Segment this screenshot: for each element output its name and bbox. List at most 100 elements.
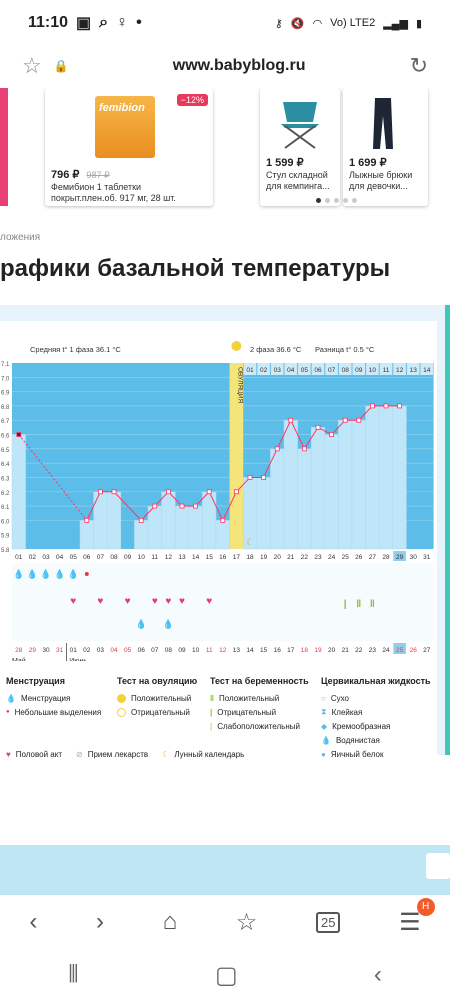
- carousel-dots[interactable]: [316, 198, 357, 203]
- temp-line-segment: [86, 491, 101, 521]
- carousel-dot[interactable]: [343, 198, 348, 203]
- temp-point: [356, 417, 362, 423]
- y-tick-label: 7.1: [1, 362, 10, 368]
- cycle-day-label: 05: [70, 554, 78, 561]
- legend-label: Водянистая: [335, 735, 380, 745]
- y-tick-label: 5.8: [1, 548, 10, 554]
- date-label: 02: [83, 647, 91, 654]
- heart-icon: ♥: [165, 596, 171, 607]
- menu-icon[interactable]: ☰ H: [399, 897, 435, 937]
- month-june: Июнь: [69, 658, 87, 661]
- system-back-icon[interactable]: ‹: [373, 961, 382, 988]
- person-icon: ♀: [116, 14, 129, 31]
- cycle-day-label: 12: [165, 554, 173, 561]
- browser-nav: ‹ › ⌂ ☆ 25 ☰ H: [0, 896, 450, 948]
- legend-label: Сухо: [330, 693, 349, 703]
- cycle-day-label: 26: [355, 554, 363, 561]
- temp-line-segment: [276, 420, 292, 450]
- avg-phase1: Средняя t° 1 фаза 36.1 °C: [30, 345, 121, 354]
- carousel-dot[interactable]: [325, 198, 330, 203]
- legend-extra: ♥ Половой акт ⊘ Прием лекарств ☾ Лунный кал…: [6, 747, 244, 761]
- temp-point: [261, 475, 267, 480]
- pregnancy-test-icon: ‖: [370, 599, 375, 610]
- cycle-day-label: 03: [42, 554, 50, 561]
- negative-circle-icon: [117, 707, 126, 717]
- temp-point: [98, 489, 103, 495]
- clock: 11:10: [28, 14, 69, 31]
- cervical-drop-icon: 💧: [163, 618, 174, 629]
- cycle-day-label: 08: [110, 554, 118, 561]
- y-tick-label: 6.7: [1, 419, 10, 425]
- temp-point: [315, 424, 321, 430]
- product-name: Стул складной для кемпинга...: [266, 170, 330, 191]
- bookmarks-icon[interactable]: ☆: [235, 908, 258, 936]
- forward-icon[interactable]: ›: [95, 908, 104, 935]
- ovulation-band: [229, 363, 244, 549]
- temp-line-segment: [222, 491, 237, 521]
- small-drop-icon: ●: [6, 709, 10, 715]
- legend-label: Отрицательный: [131, 707, 190, 717]
- phase2-day-label: 13: [410, 367, 418, 374]
- temp-bar: [215, 520, 230, 550]
- temp-point: [397, 403, 403, 409]
- product-name: Лыжные брюки для девочки...: [349, 170, 413, 191]
- date-label: 29: [29, 647, 37, 654]
- pants-icon: [373, 98, 393, 149]
- phase2-day-cell: [352, 363, 366, 375]
- legend-label: Положительный: [218, 693, 280, 703]
- chart-header: [12, 337, 433, 363]
- left-accent: [0, 88, 8, 206]
- cycle-day-label: 22: [301, 554, 309, 561]
- home-icon[interactable]: ⌂: [162, 908, 178, 935]
- key-icon: ⚷: [274, 17, 283, 30]
- date-label: 18: [301, 647, 309, 654]
- product-card-femibion[interactable]: femibion −12% 796 ₽ 987 ₽ Фемибион 1 таб…: [45, 88, 213, 206]
- cycle-day-label: 31: [423, 554, 431, 561]
- watery-icon: 💧: [321, 735, 331, 745]
- cycle-day-label: 21: [287, 554, 295, 561]
- temp-point: [274, 446, 280, 452]
- y-tick-label: 6.0: [1, 519, 10, 525]
- product-card-pants[interactable]: 1 699 ₽ Лыжные брюки для девочки...: [343, 88, 428, 206]
- back-icon[interactable]: ‹: [29, 908, 38, 935]
- temp-bar: [297, 448, 312, 550]
- y-tick-label: 6.5: [1, 448, 10, 454]
- recent-apps-icon[interactable]: ⦀: [68, 961, 79, 988]
- bookmark-star-icon[interactable]: ☆: [22, 53, 42, 78]
- mute-icon: 🔇: [290, 17, 305, 30]
- avg-phase2: 2 фаза 36.6 °C: [250, 345, 302, 354]
- heart-icon: ♥: [152, 596, 158, 607]
- carousel-dot[interactable]: [334, 198, 339, 203]
- product-card-chair[interactable]: 1 599 ₽ Стул складной для кемпинга...: [260, 88, 340, 206]
- breadcrumb[interactable]: ложения: [0, 232, 41, 243]
- home-button-icon[interactable]: ▢: [214, 961, 238, 989]
- date-label: 12: [219, 647, 227, 654]
- url-text[interactable]: www.babyblog.ru: [172, 57, 306, 74]
- pregnancy-test-icon: ‖: [356, 599, 361, 610]
- product-carousel[interactable]: femibion −12% 796 ₽ 987 ₽ Фемибион 1 таб…: [0, 88, 450, 216]
- legend-label: Половой акт: [15, 749, 62, 759]
- date-label: 04: [110, 647, 118, 654]
- reload-icon[interactable]: ↻: [409, 53, 428, 78]
- symbols-area: [12, 563, 434, 641]
- product-price: 1 599 ₽: [266, 157, 304, 169]
- y-tick-label: 7.0: [1, 376, 10, 382]
- cycle-day-label: 29: [396, 554, 404, 561]
- menstruation-drop-icon: 💧: [68, 568, 79, 579]
- phase2-day-cell: [406, 363, 420, 375]
- date-label: 15: [260, 647, 268, 654]
- ovulation-sun-icon: [231, 341, 242, 351]
- temp-bar: [283, 419, 298, 550]
- cycle-day-label: 09: [124, 554, 132, 561]
- temp-bar: [93, 491, 108, 550]
- system-nav: ⦀ ▢ ‹: [0, 952, 450, 998]
- temp-bar: [392, 405, 407, 550]
- phase2-day-label: 03: [274, 367, 282, 374]
- phase2-day-cell: [311, 363, 325, 375]
- right-accent: [445, 305, 450, 755]
- menstruation-drop-icon: 💧: [27, 568, 38, 579]
- carousel-dot[interactable]: [316, 198, 321, 203]
- tabs-button[interactable]: 25: [315, 911, 341, 933]
- carousel-dot[interactable]: [352, 198, 357, 203]
- temp-point: [138, 517, 144, 523]
